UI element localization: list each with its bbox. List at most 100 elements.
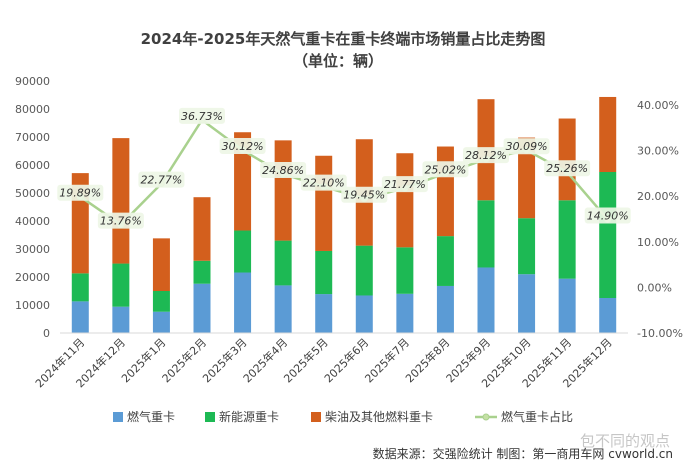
left-tick-label: 60000 [15,159,50,172]
legend-swatch [205,412,215,422]
bar-2 [193,260,211,284]
share-label: 36.73% [179,107,225,124]
share-label-text: 30.12% [222,140,264,153]
bar-2 [274,240,292,286]
bar-1 [71,301,89,333]
bar-2 [112,263,130,307]
share-label-bg [300,174,347,191]
bar-3 [112,138,130,264]
bar-3 [518,137,536,219]
left-tick-label: 0 [43,327,50,340]
bar-3 [193,197,211,261]
share-label-text: 24.86% [262,164,304,177]
bar-2 [315,250,333,295]
left-tick-label: 10000 [15,299,50,312]
bar-3 [152,238,170,291]
watermark-text: 包不同的观点 [580,432,670,450]
share-label: 19.89% [57,184,104,201]
bar-1 [234,272,252,333]
share-label-text: 22.77% [140,174,182,187]
right-tick-label: 0.00% [637,281,672,294]
legend-label: 燃气重卡 [127,409,175,424]
bar-3 [274,140,292,241]
right-tick-label: 40.00% [637,99,679,112]
bar-2 [71,273,89,302]
share-label-text: 19.89% [59,187,101,200]
bar-2 [518,218,536,275]
bar-2 [436,236,454,286]
bar-3 [558,118,576,201]
share-label: 13.76% [97,212,144,229]
bar-1 [477,267,495,333]
share-label-text: 28.12% [465,149,507,162]
chart-subtitle: （单位：辆） [293,52,383,70]
share-label: 22.77% [138,171,185,188]
left-tick-label: 40000 [15,215,50,228]
share-label: 24.86% [260,162,307,179]
legend-label: 新能源重卡 [219,409,279,424]
share-label-bg [503,138,550,155]
bar-1 [436,285,454,333]
chart-title: 2024年-2025年天然气重卡在重卡终端市场销量占比走势图 [141,30,546,48]
legend-item: 燃气重卡占比 [475,409,573,424]
legend-label: 燃气重卡占比 [501,409,573,424]
bar-2 [558,200,576,279]
share-data-labels: 19.89% 13.76% 22.77% 36.73% 30.12% 24.86%22.1… [57,107,631,229]
share-label-text: 14.90% [587,209,629,222]
bar-1 [152,311,170,333]
share-label-bg [57,184,104,201]
share-label-bg [138,171,185,188]
share-label: 28.12% [463,147,509,164]
share-label: 25.02% [422,161,469,178]
left-tick-label: 80000 [15,103,50,116]
bar-1 [355,295,373,333]
x-axis-tick-labels: 2024年11月2024年12月2025年1月2025年2月2025年3月202… [32,335,615,390]
bar-2 [355,245,373,296]
share-label-bg [179,107,225,124]
legend-item: 新能源重卡 [205,409,279,424]
bar-1 [599,298,617,333]
left-tick-label: 30000 [15,243,50,256]
share-label-bg [97,212,144,229]
bar-3 [436,146,454,237]
left-y-axis: 0 10000 20000 30000 40000 50000 60000 70000 8000… [15,75,50,340]
share-label-bg [544,160,591,177]
share-label-bg [219,138,266,155]
share-label-bg [381,176,428,193]
legend-item: 柴油及其他燃料重卡 [311,409,433,424]
bar-2 [396,247,414,294]
left-tick-label: 50000 [15,187,50,200]
bar-3 [599,96,617,172]
bar-2 [234,230,252,273]
share-label-text: 30.09% [506,140,548,153]
legend-label: 柴油及其他燃料重卡 [325,409,433,424]
share-label: 30.12% [219,138,266,155]
bar-2 [599,172,617,298]
bar-1 [518,274,536,333]
share-label: 14.90% [584,207,631,224]
share-label-text: 25.02% [424,163,466,176]
share-label-text: 25.26% [546,162,588,175]
bar-3 [396,153,414,248]
legend-swatch [311,412,321,422]
legend: 燃气重卡 新能源重卡 柴油及其他燃料重卡 燃气重卡占比 [113,409,573,424]
bar-1 [193,283,211,333]
bar-1 [558,278,576,333]
share-label-text: 21.77% [384,178,426,191]
bar-1 [315,294,333,333]
share-label-text: 13.76% [100,215,142,228]
bar-3 [234,132,252,231]
right-y-axis: -10.00% 0.00% 10.00% 20.00% 30.00% 40.00% [637,99,683,340]
share-label-bg [260,162,307,179]
source-note: 数据来源：交强险统计 制图：第一商用车网 cvworld.cn [373,446,673,461]
share-label-bg [341,186,388,203]
bar-2 [152,291,170,312]
left-tick-label: 90000 [15,75,50,88]
share-label: 21.77% [381,176,428,193]
share-label-bg [422,161,469,178]
share-label: 30.09% [503,138,550,155]
left-tick-label: 70000 [15,131,50,144]
share-label-bg [584,207,631,224]
legend-line-marker [482,413,490,421]
